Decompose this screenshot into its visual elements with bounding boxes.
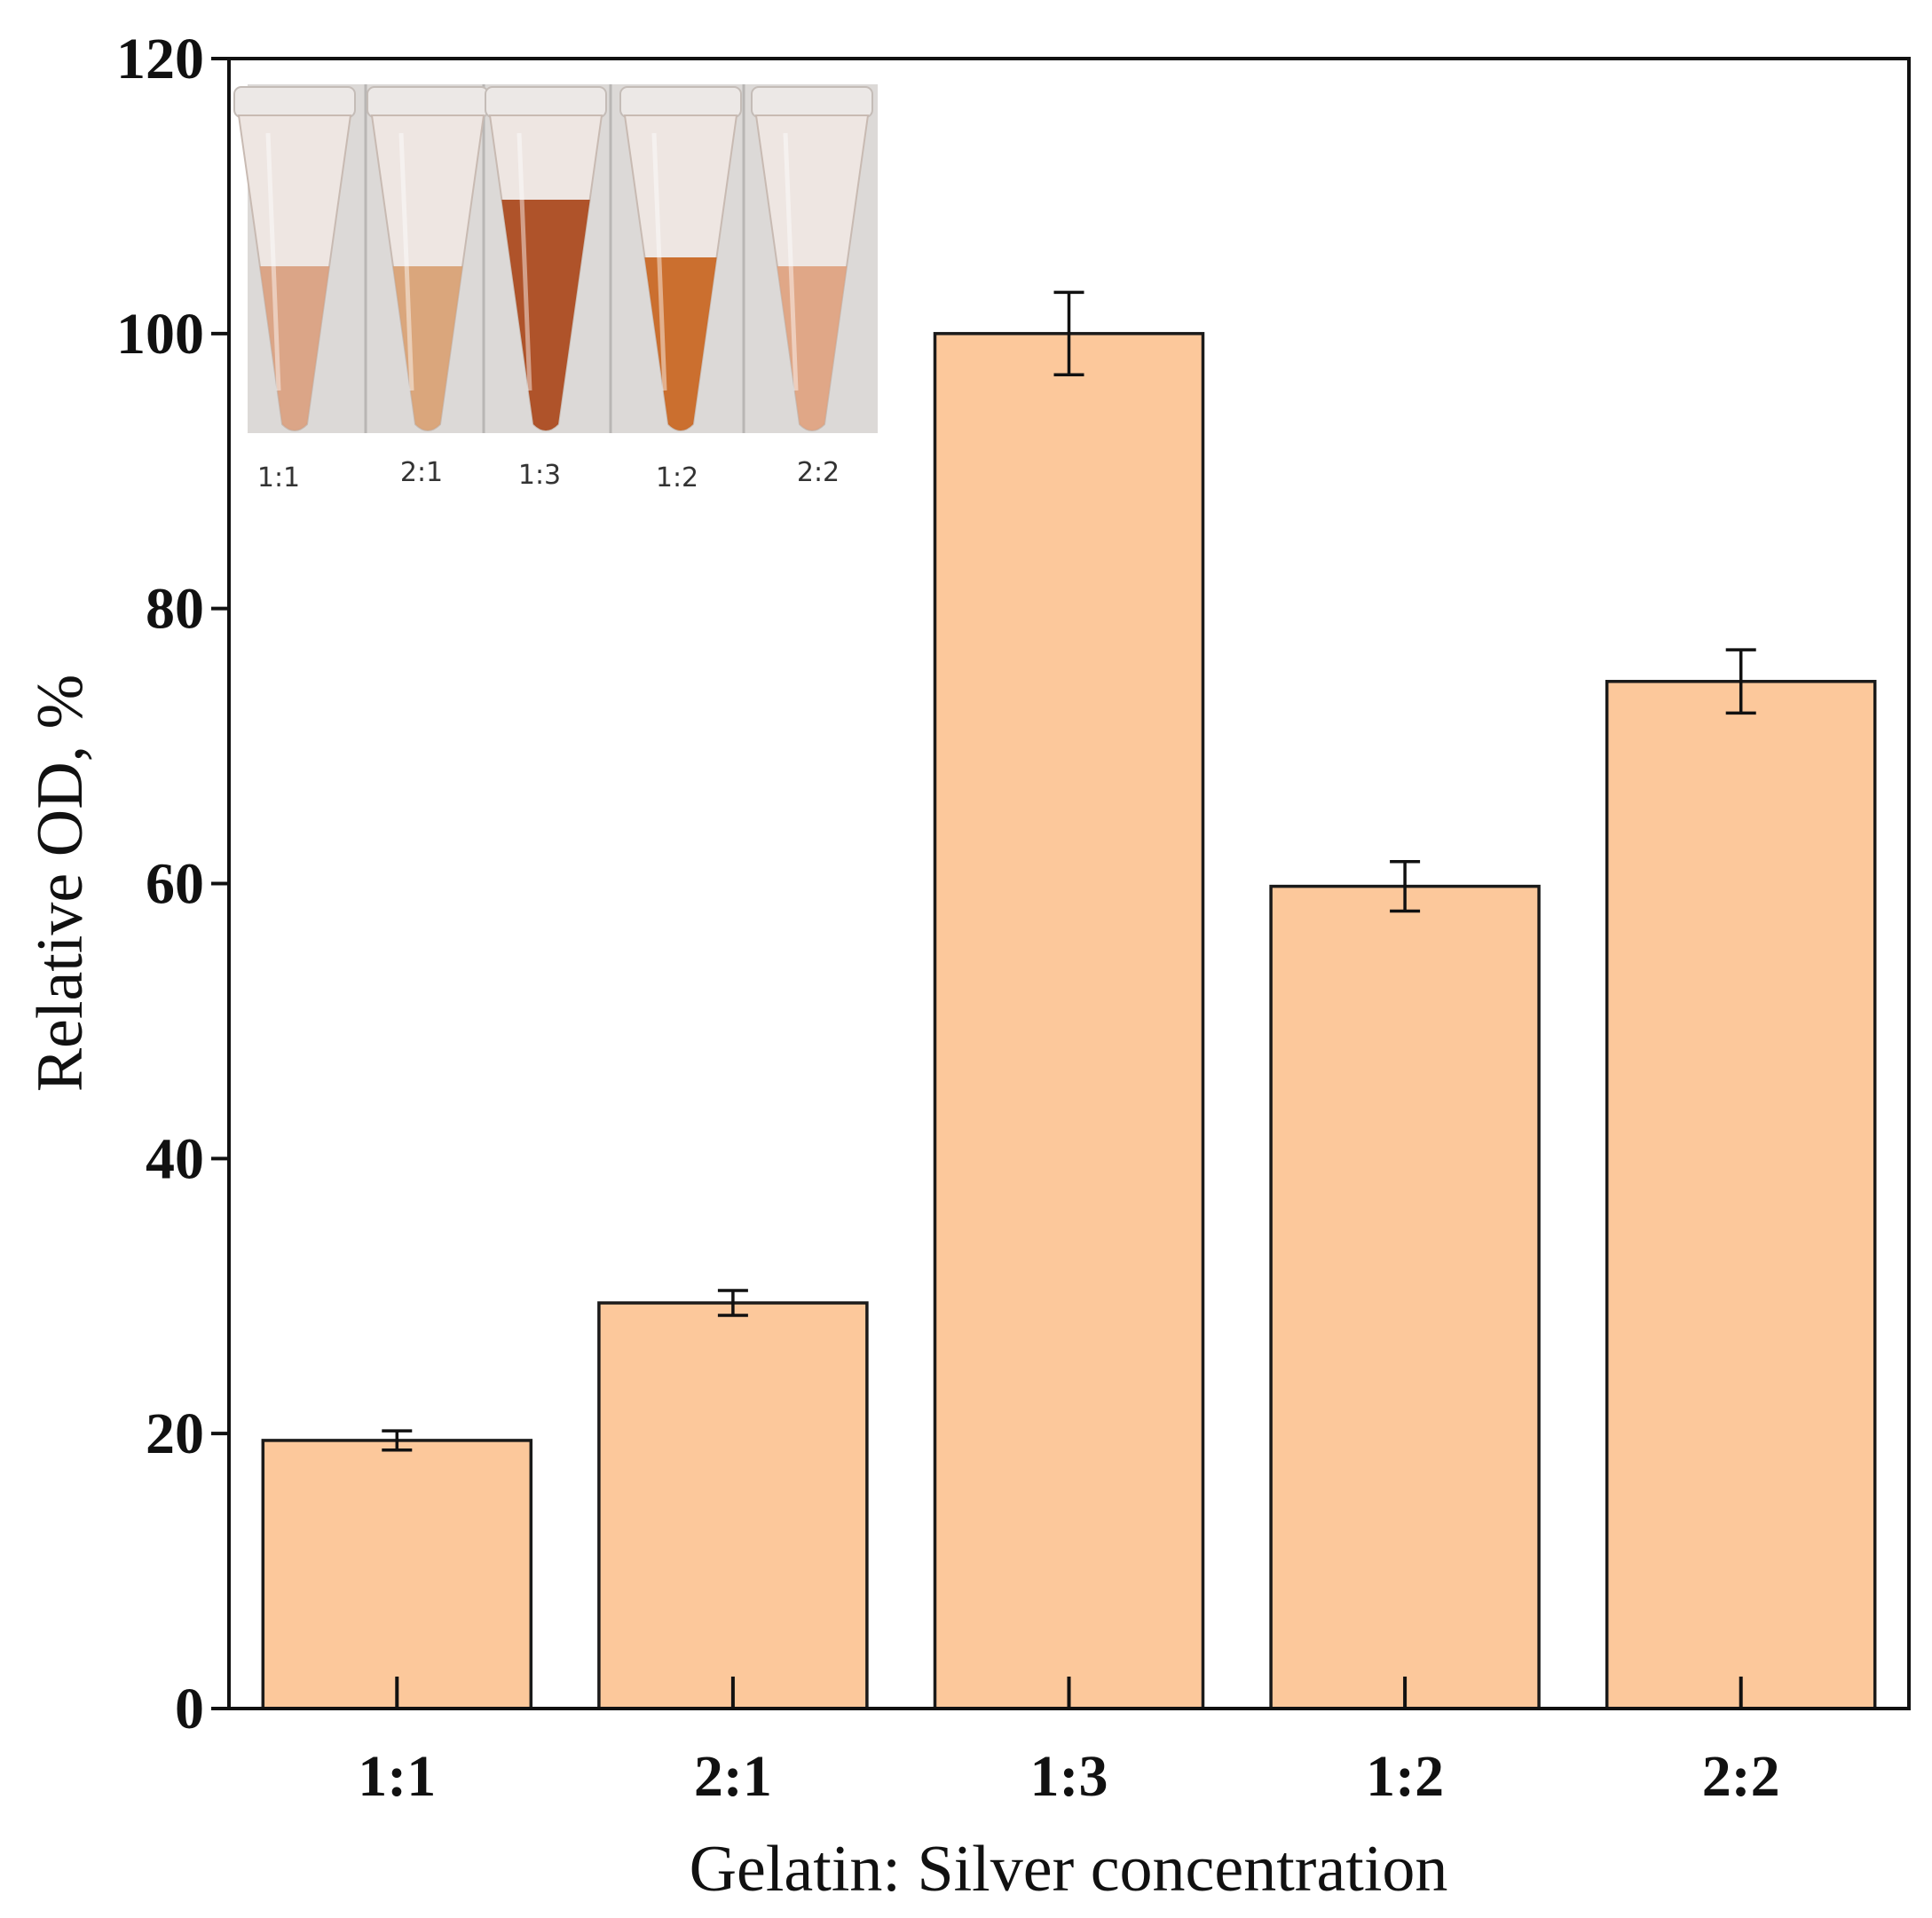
y-tick-label: 80: [146, 577, 204, 642]
error-bar: [1725, 648, 1756, 715]
tube: [751, 86, 873, 431]
tube-liquid: [259, 266, 330, 430]
tube: [485, 86, 607, 431]
tube-liquid: [501, 200, 590, 430]
y-ticks-group: 0 20 40 60 80 100 120: [116, 27, 229, 1741]
bar: [261, 1439, 533, 1710]
tube-liquid: [777, 266, 848, 430]
x-tick-label: 1:3: [1030, 1744, 1108, 1809]
inset-label: 1:1: [257, 462, 300, 493]
error-bar: [1053, 290, 1084, 377]
inset-photo: [233, 84, 878, 433]
inset-tubes: [233, 84, 873, 433]
x-tick-label: 2:2: [1702, 1744, 1780, 1809]
x-tick-label: 2:1: [694, 1744, 772, 1809]
tube: [367, 86, 489, 431]
y-tick-label: 120: [116, 27, 204, 91]
y-tick-label: 40: [146, 1126, 204, 1191]
y-tick-label: 0: [175, 1677, 204, 1741]
tube-liquid: [392, 266, 463, 430]
tube-liquid: [644, 257, 717, 430]
inset-label: 1:2: [656, 462, 698, 493]
error-bar: [382, 1429, 413, 1452]
inset-label: 2:1: [400, 457, 443, 488]
inset-label: 2:2: [797, 457, 840, 488]
x-tick-label: 1:2: [1366, 1744, 1444, 1809]
y-tick-label: 20: [146, 1401, 204, 1466]
plot-frame: [227, 57, 1911, 1710]
x-tick-label: 1:1: [358, 1744, 436, 1809]
error-bar: [717, 1289, 748, 1317]
inset-labels: 1:1 2:1 1:3 1:2 2:2: [257, 457, 840, 493]
tube: [233, 86, 356, 431]
tube: [619, 86, 742, 431]
y-tick-label: 60: [146, 852, 204, 917]
error-bars-group: [382, 290, 1756, 1452]
inset-label: 1:3: [518, 460, 561, 491]
y-tick-label: 100: [116, 302, 204, 367]
error-bar: [1390, 859, 1421, 913]
bars-group: [261, 332, 1877, 1710]
bar: [597, 1301, 869, 1710]
y-axis-title: Relative OD, %: [24, 675, 97, 1093]
bar: [1269, 884, 1541, 1710]
x-ticks-group: 1:1 2:1 1:3 1:2 2:2: [358, 1677, 1780, 1809]
bar: [1605, 680, 1877, 1710]
x-axis-title: Gelatin: Silver concentration: [690, 1833, 1448, 1906]
bar: [933, 332, 1205, 1710]
